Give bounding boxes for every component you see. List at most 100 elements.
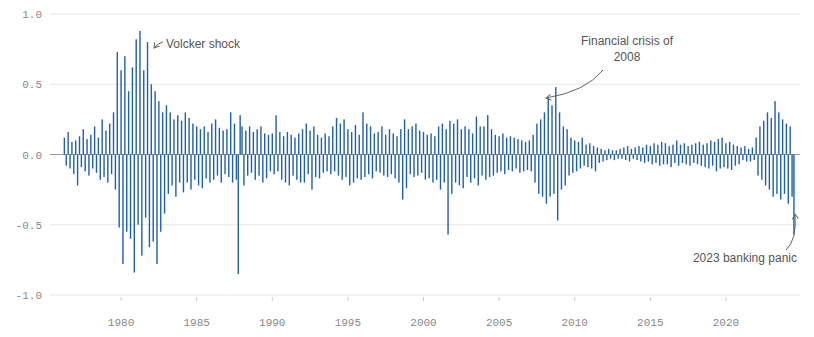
bar <box>113 112 114 154</box>
bar <box>402 155 403 200</box>
bar <box>517 139 518 154</box>
bar <box>321 138 322 155</box>
bar <box>582 138 583 155</box>
annotation-arrow <box>786 214 795 250</box>
bar <box>551 105 552 154</box>
bar <box>659 155 660 166</box>
bar <box>782 119 783 154</box>
bar <box>338 155 339 176</box>
bar <box>243 155 244 186</box>
bar <box>135 39 136 154</box>
bar <box>629 155 630 162</box>
bar <box>249 126 250 154</box>
bar <box>326 155 327 172</box>
bar <box>457 119 458 154</box>
bar <box>748 149 749 155</box>
bar <box>521 140 522 154</box>
bar <box>538 155 539 194</box>
bar <box>455 155 456 183</box>
bar <box>67 132 68 154</box>
bar <box>332 126 333 154</box>
bar <box>729 142 730 155</box>
annotation-arrow <box>154 42 163 48</box>
bar <box>236 155 237 180</box>
bar <box>754 155 755 161</box>
bar <box>283 136 284 154</box>
bar <box>731 155 732 170</box>
bar <box>655 155 656 163</box>
bar <box>343 119 344 154</box>
bar <box>674 155 675 163</box>
bar <box>124 56 125 154</box>
bar <box>672 145 673 155</box>
bar <box>292 155 293 176</box>
bar <box>483 126 484 154</box>
bar <box>500 155 501 172</box>
bar <box>693 155 694 163</box>
bar <box>357 155 358 179</box>
bar <box>519 155 520 173</box>
x-tick-label: 2015 <box>637 317 663 329</box>
bar <box>515 155 516 169</box>
bar <box>398 155 399 183</box>
bar <box>88 155 89 176</box>
bar <box>461 129 462 154</box>
bar <box>92 155 93 169</box>
bar <box>137 155 138 225</box>
bar <box>130 155 131 239</box>
bar <box>593 146 594 154</box>
bar <box>466 155 467 177</box>
bar <box>421 155 422 173</box>
bar <box>568 155 569 176</box>
bar <box>69 155 70 169</box>
bar <box>752 147 753 154</box>
bar <box>162 112 163 154</box>
bar <box>772 155 773 197</box>
bar <box>791 155 792 197</box>
bar <box>118 155 119 228</box>
bar <box>211 124 212 155</box>
chart-container: -1.0-0.50.00.51.019801985199019952000200… <box>0 0 814 337</box>
bar <box>755 138 756 155</box>
bar <box>86 139 87 154</box>
bar <box>506 138 507 155</box>
y-tick-label: 1.0 <box>22 9 42 21</box>
bar <box>653 143 654 154</box>
bar <box>648 155 649 162</box>
bar <box>746 155 747 162</box>
bar <box>786 124 787 155</box>
bar <box>101 119 102 154</box>
bar <box>345 155 346 177</box>
bar <box>160 155 161 232</box>
bar <box>120 70 121 154</box>
bar <box>393 133 394 154</box>
bar <box>115 155 116 190</box>
bar <box>427 135 428 155</box>
x-tick-label: 1985 <box>183 317 209 329</box>
bar <box>179 155 180 183</box>
bar <box>245 131 246 155</box>
bar <box>247 155 248 176</box>
bar <box>661 142 662 155</box>
bar <box>742 155 743 161</box>
bar <box>196 126 197 154</box>
bar <box>697 155 698 165</box>
bar <box>438 126 439 154</box>
bar <box>701 155 702 166</box>
bar <box>134 155 135 273</box>
x-tick-label: 2020 <box>713 317 739 329</box>
bar <box>226 129 227 154</box>
bar <box>599 155 600 163</box>
bar <box>776 155 777 194</box>
bar <box>462 155 463 189</box>
bar <box>260 126 261 154</box>
bar <box>708 155 709 169</box>
bar <box>616 150 617 154</box>
bar <box>217 155 218 176</box>
bar <box>372 155 373 179</box>
bar <box>529 140 530 154</box>
bar <box>362 112 363 154</box>
bar <box>207 132 208 154</box>
bar <box>149 155 150 248</box>
bar <box>638 146 639 154</box>
